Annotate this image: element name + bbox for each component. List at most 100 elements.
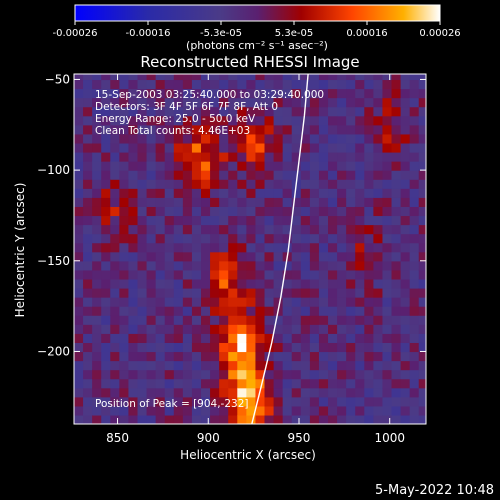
heatmap-cell xyxy=(364,360,374,371)
heatmap-cell xyxy=(119,74,130,81)
heatmap-cell xyxy=(155,396,166,407)
heatmap-cell xyxy=(101,278,111,289)
heatmap-cell xyxy=(110,251,120,262)
heatmap-cell xyxy=(128,151,139,162)
heatmap-cell xyxy=(146,133,157,144)
heatmap-cell xyxy=(282,333,293,343)
heatmap-cell xyxy=(119,124,130,135)
heatmap-cell xyxy=(391,369,402,380)
heatmap-cell xyxy=(191,151,202,162)
heatmap-cell xyxy=(119,324,130,334)
heatmap-cell xyxy=(291,188,302,198)
heatmap-cell xyxy=(119,142,130,153)
heatmap-cell xyxy=(373,97,384,108)
heatmap-cell xyxy=(273,251,284,262)
heatmap-cell xyxy=(191,233,202,244)
heatmap-cell xyxy=(409,74,420,81)
heatmap-cell xyxy=(355,97,365,108)
heatmap-cell xyxy=(237,333,247,343)
heatmap-cell xyxy=(328,342,338,353)
heatmap-cell xyxy=(282,97,293,108)
heatmap-cell xyxy=(201,142,211,153)
heatmap-cell xyxy=(400,242,411,253)
heatmap-cell xyxy=(219,251,229,262)
heatmap-cell xyxy=(101,360,111,371)
heatmap-cell xyxy=(318,306,329,316)
heatmap-cell xyxy=(228,387,238,398)
heatmap-cell xyxy=(328,324,338,334)
heatmap-cell xyxy=(255,215,266,226)
heatmap-cell xyxy=(337,151,347,162)
heatmap-cell xyxy=(346,287,356,298)
heatmap-cell xyxy=(173,242,184,253)
heatmap-cell xyxy=(364,74,374,81)
heatmap-cell xyxy=(92,106,102,117)
heatmap-cell xyxy=(201,88,211,99)
heatmap-cell xyxy=(391,179,402,189)
heatmap-cell xyxy=(119,396,130,407)
heatmap-cell xyxy=(364,297,374,307)
heatmap-cell xyxy=(201,197,211,207)
heatmap-cell xyxy=(264,414,275,424)
heatmap-cell xyxy=(182,188,193,198)
heatmap-cell xyxy=(173,287,184,298)
heatmap-cell xyxy=(382,79,393,90)
heatmap-cell xyxy=(282,215,293,226)
heatmap-cell xyxy=(328,206,338,217)
heatmap-cell xyxy=(318,206,329,217)
heatmap-cell xyxy=(418,106,426,117)
heatmap-cell xyxy=(92,414,102,424)
heatmap-cell xyxy=(182,405,193,416)
heatmap-cell xyxy=(137,179,148,189)
heatmap-cell xyxy=(92,324,102,334)
heatmap-cell xyxy=(101,97,111,108)
heatmap-cell xyxy=(146,315,157,325)
heatmap-cell xyxy=(346,233,356,244)
heatmap-cell xyxy=(255,369,266,380)
heatmap-cell xyxy=(346,88,356,99)
heatmap-cell xyxy=(318,179,329,189)
heatmap-cell xyxy=(346,378,356,389)
heatmap-cell xyxy=(128,396,139,407)
heatmap-cell xyxy=(391,79,402,90)
heatmap-cell xyxy=(164,224,175,235)
heatmap-cell xyxy=(191,197,202,207)
heatmap-cell xyxy=(219,170,229,180)
heatmap-cell xyxy=(173,260,184,271)
heatmap-cell xyxy=(255,106,266,117)
heatmap-cell xyxy=(364,333,374,343)
heatmap-cell xyxy=(201,342,211,353)
heatmap-cell xyxy=(219,351,229,362)
heatmap-cell xyxy=(409,369,420,380)
heatmap-cell xyxy=(92,206,102,217)
heatmap-cell xyxy=(373,115,384,126)
heatmap-cell xyxy=(164,369,175,380)
heatmap-cell xyxy=(282,378,293,389)
heatmap-cell xyxy=(128,79,139,90)
heatmap-cell xyxy=(264,306,275,316)
heatmap-cell xyxy=(146,269,157,280)
heatmap-cell xyxy=(264,405,275,416)
heatmap-cell xyxy=(264,161,275,171)
heatmap-cell xyxy=(300,233,311,244)
heatmap-cell xyxy=(119,161,130,171)
heatmap-cell xyxy=(155,74,166,81)
heatmap-cell xyxy=(191,287,202,298)
heatmap-cell xyxy=(119,360,130,371)
heatmap-cell xyxy=(273,333,284,343)
heatmap-cell xyxy=(92,342,102,353)
heatmap-cell xyxy=(255,188,266,198)
heatmap-cell xyxy=(119,333,130,343)
heatmap-cell xyxy=(83,170,93,180)
heatmap-cell xyxy=(282,151,293,162)
heatmap-cell xyxy=(282,88,293,99)
heatmap-cell xyxy=(101,369,111,380)
heatmap-cell xyxy=(364,387,374,398)
heatmap-cell xyxy=(74,306,84,316)
heatmap-cell xyxy=(83,342,93,353)
heatmap-cell xyxy=(83,369,93,380)
heatmap-cell xyxy=(373,197,384,207)
heatmap-cell xyxy=(364,142,374,153)
heatmap-cell xyxy=(391,88,402,99)
heatmap-cell xyxy=(300,396,311,407)
